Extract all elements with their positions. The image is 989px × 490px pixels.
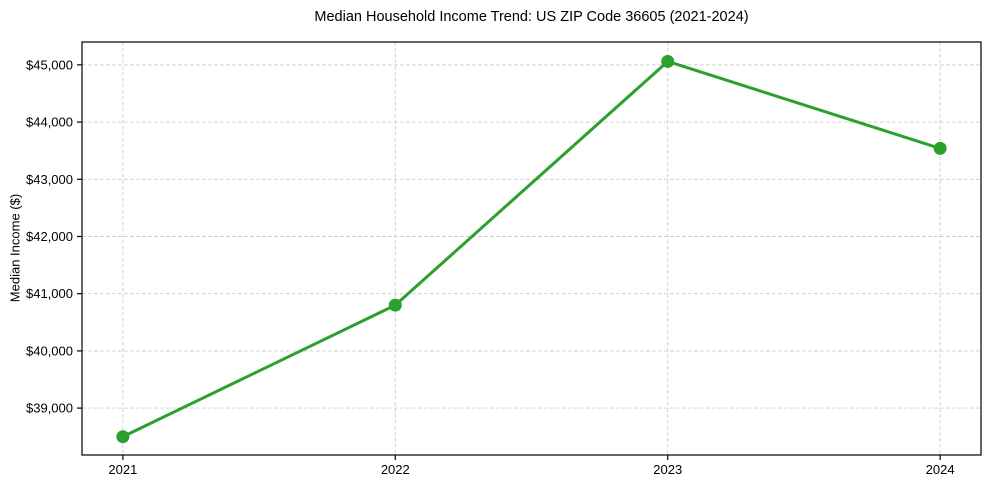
y-tick-label: $44,000	[26, 115, 73, 130]
y-tick-label: $43,000	[26, 172, 73, 187]
x-tick-label: 2023	[653, 462, 682, 477]
y-tick-label: $41,000	[26, 286, 73, 301]
x-tick-label: 2021	[108, 462, 137, 477]
x-tick-label: 2022	[381, 462, 410, 477]
data-point	[388, 298, 402, 312]
y-tick-label: $39,000	[26, 401, 73, 416]
data-point	[661, 54, 675, 68]
chart-title: Median Household Income Trend: US ZIP Co…	[314, 9, 749, 25]
data-point	[116, 430, 130, 444]
y-tick-label: $45,000	[26, 57, 73, 72]
x-tick-label: 2024	[926, 462, 955, 477]
y-axis-label: Median Income ($)	[7, 193, 23, 303]
data-point	[933, 141, 947, 155]
y-tick-label: $42,000	[26, 229, 73, 244]
y-tick-label: $40,000	[26, 343, 73, 358]
plot-border	[81, 41, 982, 456]
series-line	[121, 59, 942, 439]
